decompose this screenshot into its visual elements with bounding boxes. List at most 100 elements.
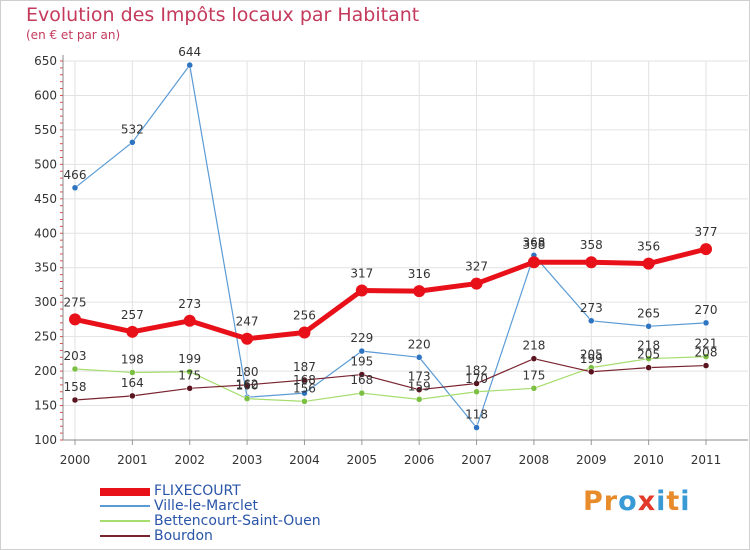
x-tick-label: 2000 — [60, 453, 91, 467]
data-point — [301, 398, 308, 405]
data-point — [588, 368, 595, 376]
data-label: 175 — [522, 368, 545, 382]
data-label: 229 — [350, 331, 373, 345]
data-label: 644 — [178, 45, 201, 59]
data-label: 203 — [64, 349, 87, 363]
legend-label: Bettencourt-Saint-Ouen — [154, 513, 321, 529]
data-label: 265 — [637, 306, 660, 320]
data-point — [129, 369, 136, 376]
x-tick-label: 2010 — [633, 453, 664, 467]
data-label: 316 — [408, 267, 431, 281]
legend-swatch — [100, 505, 150, 507]
logo-letter: r — [603, 486, 619, 517]
data-point — [702, 353, 710, 360]
data-point — [415, 386, 423, 393]
data-point — [358, 347, 366, 355]
y-tick-label: 450 — [34, 192, 57, 206]
x-tick-label: 2004 — [289, 453, 320, 467]
data-label: 220 — [408, 337, 431, 351]
data-label: 218 — [522, 339, 545, 353]
y-tick-label: 600 — [34, 88, 57, 102]
data-label: 195 — [350, 355, 373, 369]
data-point — [71, 184, 79, 192]
data-point — [530, 355, 538, 362]
chart-legend: FLIXECOURT Ville-le-Marclet Bettencourt-… — [100, 483, 400, 544]
data-point — [243, 395, 251, 402]
data-label: 358 — [522, 238, 545, 252]
legend-item-ville-le-marclet[interactable]: Ville-le-Marclet — [100, 498, 400, 514]
data-point — [473, 388, 480, 396]
logo-letter: P — [583, 486, 604, 517]
legend-label: Bourdon — [154, 528, 213, 544]
data-label: 168 — [350, 373, 373, 387]
data-point — [415, 396, 423, 403]
legend-item-bettencourt-saint-ouen[interactable]: Bettencourt-Saint-Ouen — [100, 513, 400, 529]
data-point — [71, 365, 79, 373]
data-label: 270 — [695, 303, 718, 317]
data-label: 273 — [580, 301, 603, 315]
chart-title: Evolution des Impôts locaux par Habitant — [26, 4, 420, 26]
y-tick-label: 350 — [34, 261, 57, 275]
data-label: 198 — [121, 352, 144, 366]
legend-swatch — [100, 535, 150, 537]
x-tick-label: 2008 — [519, 453, 550, 467]
logo-letter: i — [680, 486, 691, 517]
chart-subtitle: (en € et par an) — [26, 28, 121, 42]
data-point — [358, 389, 366, 397]
data-point — [473, 424, 480, 431]
x-tick-label: 2007 — [461, 453, 492, 467]
series-line — [74, 246, 707, 342]
data-label: 273 — [178, 297, 201, 311]
data-point — [355, 284, 368, 297]
legend-swatch — [100, 488, 150, 496]
legend-item-flixecourt[interactable]: FLIXECOURT — [100, 483, 400, 499]
data-label: 180 — [236, 365, 259, 379]
x-tick-label: 2005 — [347, 453, 378, 467]
data-point — [129, 392, 136, 400]
data-label: 173 — [408, 370, 431, 384]
data-label: 168 — [293, 373, 316, 387]
data-label: 218 — [637, 339, 660, 353]
proxiti-logo: Proxiti — [583, 486, 691, 517]
y-tick-label: 300 — [34, 295, 57, 309]
y-tick-label: 150 — [34, 399, 57, 413]
data-label: 182 — [465, 363, 488, 377]
y-tick-label: 250 — [34, 330, 57, 344]
logo-letter: i — [656, 486, 667, 517]
data-point — [241, 332, 254, 345]
logo-letter: x — [637, 486, 657, 517]
data-label: 377 — [695, 225, 718, 239]
data-point — [129, 139, 136, 146]
data-point — [645, 323, 652, 330]
data-label: 221 — [695, 337, 718, 351]
data-label: 208 — [695, 346, 718, 360]
data-point — [298, 326, 311, 339]
logo-letter: t — [666, 486, 681, 517]
y-tick-label: 100 — [34, 433, 57, 447]
data-label: 187 — [293, 360, 316, 374]
data-label: 159 — [408, 379, 431, 393]
data-point — [415, 354, 423, 361]
x-tick-label: 2001 — [117, 453, 148, 467]
data-point — [183, 314, 196, 327]
legend-label: FLIXECOURT — [154, 483, 241, 499]
data-point — [702, 319, 710, 327]
data-label: 257 — [121, 308, 144, 322]
data-label: 532 — [121, 122, 144, 136]
series-line — [74, 64, 707, 429]
data-label: 199 — [580, 352, 603, 366]
legend-item-bourdon[interactable]: Bourdon — [100, 528, 400, 544]
data-label: 158 — [64, 380, 87, 394]
y-tick-label: 650 — [34, 54, 57, 68]
data-label: 205 — [580, 348, 603, 362]
data-point — [702, 362, 710, 369]
y-tick-label: 200 — [34, 364, 57, 378]
data-point — [243, 381, 251, 389]
data-point — [470, 277, 483, 290]
data-point — [413, 285, 426, 298]
y-tick-label: 500 — [34, 157, 57, 171]
series-line — [74, 356, 707, 403]
data-label: 368 — [522, 235, 545, 249]
